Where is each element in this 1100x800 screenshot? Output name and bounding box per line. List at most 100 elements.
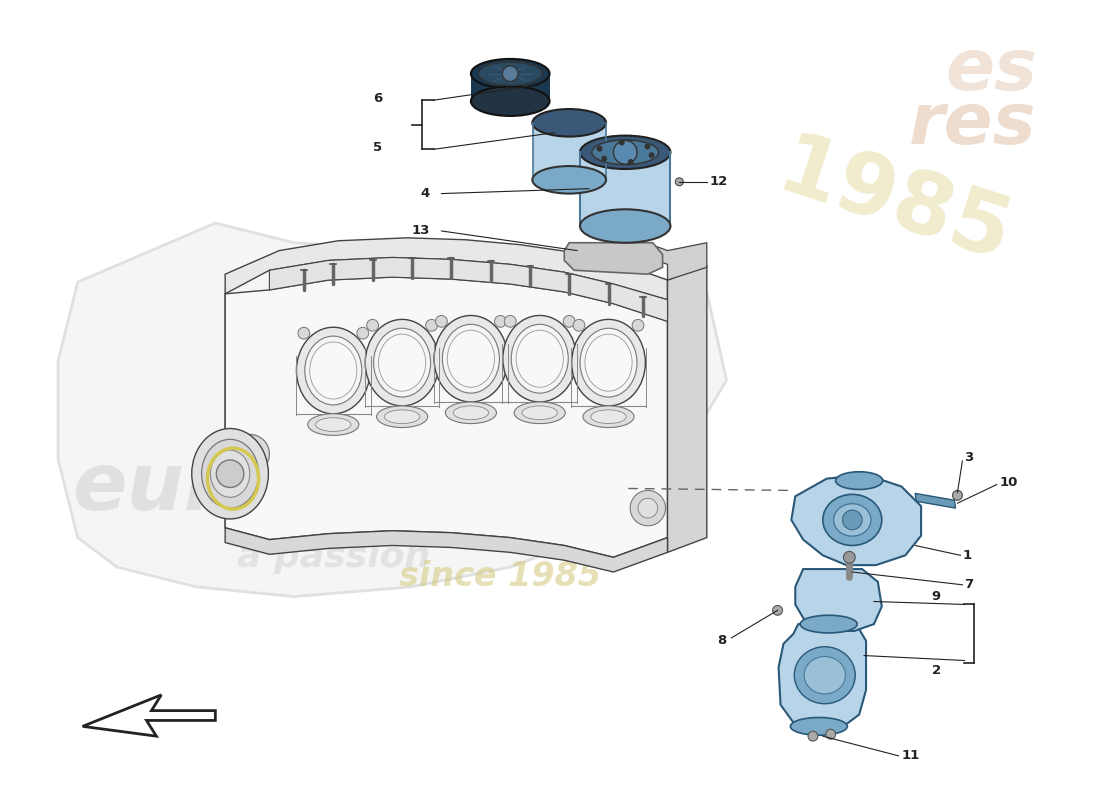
Text: 12: 12 — [710, 175, 728, 188]
Polygon shape — [270, 258, 668, 322]
Polygon shape — [779, 624, 866, 732]
Ellipse shape — [201, 439, 258, 508]
Ellipse shape — [834, 504, 871, 536]
Text: 6: 6 — [373, 92, 383, 105]
Ellipse shape — [378, 334, 426, 391]
Ellipse shape — [434, 315, 508, 402]
Ellipse shape — [365, 319, 439, 406]
Ellipse shape — [446, 402, 496, 423]
Ellipse shape — [583, 406, 634, 427]
Ellipse shape — [296, 327, 371, 414]
Ellipse shape — [823, 494, 882, 546]
Circle shape — [632, 319, 644, 331]
Polygon shape — [795, 569, 882, 631]
Ellipse shape — [374, 328, 430, 397]
Text: 1: 1 — [962, 549, 971, 562]
Ellipse shape — [791, 718, 847, 735]
Circle shape — [426, 319, 438, 331]
Ellipse shape — [191, 429, 268, 519]
Text: res: res — [909, 90, 1036, 159]
Text: 13: 13 — [411, 225, 430, 238]
Ellipse shape — [478, 62, 542, 86]
Ellipse shape — [453, 406, 488, 420]
Text: 2: 2 — [932, 664, 940, 677]
Circle shape — [614, 141, 637, 164]
Ellipse shape — [794, 646, 855, 704]
Circle shape — [366, 319, 378, 331]
Circle shape — [298, 327, 310, 339]
Circle shape — [772, 606, 782, 615]
Ellipse shape — [804, 657, 846, 694]
Polygon shape — [82, 695, 216, 736]
Ellipse shape — [800, 615, 857, 633]
Ellipse shape — [442, 324, 499, 393]
Ellipse shape — [580, 210, 670, 242]
Ellipse shape — [376, 406, 428, 427]
Ellipse shape — [580, 328, 637, 397]
Circle shape — [436, 315, 448, 327]
Ellipse shape — [585, 334, 632, 391]
Polygon shape — [226, 294, 279, 552]
Ellipse shape — [522, 406, 558, 420]
Text: 4: 4 — [420, 187, 430, 200]
Polygon shape — [634, 238, 707, 280]
Polygon shape — [58, 223, 726, 597]
Circle shape — [619, 139, 625, 146]
Circle shape — [217, 460, 244, 487]
Ellipse shape — [471, 59, 550, 89]
Circle shape — [230, 434, 270, 474]
Polygon shape — [226, 528, 668, 572]
Circle shape — [649, 152, 654, 158]
Text: 1985: 1985 — [767, 127, 1021, 280]
Circle shape — [495, 315, 506, 327]
Polygon shape — [226, 238, 668, 300]
Circle shape — [503, 66, 518, 82]
Ellipse shape — [532, 166, 606, 194]
Circle shape — [843, 510, 862, 530]
Ellipse shape — [836, 472, 883, 490]
Polygon shape — [471, 74, 550, 101]
Circle shape — [826, 730, 836, 739]
Text: 3: 3 — [965, 450, 974, 463]
Text: 8: 8 — [717, 634, 726, 647]
Text: 5: 5 — [373, 141, 383, 154]
Circle shape — [844, 551, 855, 563]
Ellipse shape — [514, 402, 565, 423]
Ellipse shape — [532, 109, 606, 137]
Ellipse shape — [310, 342, 356, 399]
Ellipse shape — [512, 324, 569, 393]
Ellipse shape — [384, 410, 420, 423]
Ellipse shape — [305, 336, 362, 405]
Polygon shape — [532, 123, 606, 180]
Text: 7: 7 — [965, 578, 974, 591]
Circle shape — [628, 159, 634, 165]
Text: es: es — [946, 36, 1038, 106]
Ellipse shape — [471, 86, 550, 116]
Text: 10: 10 — [1000, 476, 1019, 489]
Circle shape — [638, 498, 658, 518]
Ellipse shape — [503, 315, 576, 402]
Text: 9: 9 — [932, 590, 940, 603]
Polygon shape — [580, 152, 670, 226]
Polygon shape — [564, 242, 662, 274]
Text: euromotores: euromotores — [72, 450, 653, 527]
Circle shape — [596, 146, 603, 152]
Circle shape — [630, 490, 666, 526]
Polygon shape — [915, 494, 956, 508]
Ellipse shape — [591, 410, 626, 423]
Ellipse shape — [210, 450, 250, 498]
Ellipse shape — [316, 418, 351, 431]
Circle shape — [808, 731, 818, 741]
Text: 11: 11 — [901, 750, 920, 762]
Ellipse shape — [448, 330, 495, 387]
Circle shape — [645, 143, 650, 150]
Ellipse shape — [308, 414, 359, 435]
Ellipse shape — [580, 135, 670, 169]
Ellipse shape — [592, 140, 659, 165]
Text: a passion: a passion — [236, 540, 430, 574]
Circle shape — [675, 178, 683, 186]
Circle shape — [238, 442, 262, 466]
Circle shape — [356, 327, 369, 339]
Circle shape — [563, 315, 575, 327]
Ellipse shape — [516, 330, 563, 387]
